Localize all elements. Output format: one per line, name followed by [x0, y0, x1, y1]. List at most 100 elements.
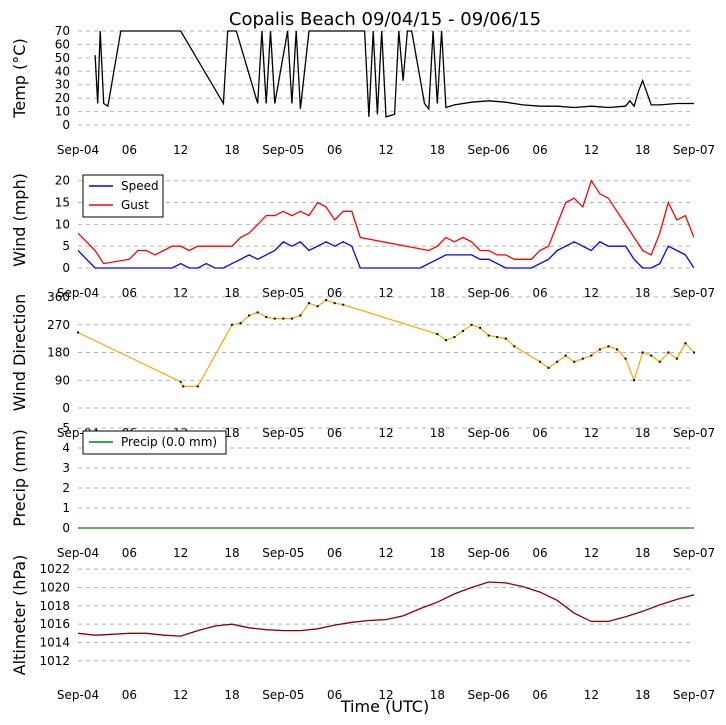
x-tick-label: 18 — [224, 426, 239, 440]
data-point — [641, 351, 644, 354]
y-tick-label: 0 — [62, 401, 70, 415]
x-tick-label: 18 — [224, 546, 239, 560]
y-tick-label: 1 — [62, 501, 70, 515]
data-point — [658, 360, 661, 363]
x-tick-label: 18 — [430, 546, 445, 560]
x-tick-label: 06 — [532, 143, 547, 157]
data-point — [547, 366, 550, 369]
x-tick-label: 12 — [173, 688, 188, 702]
y-tick-label: 30 — [55, 78, 70, 92]
data-point — [316, 305, 319, 308]
x-tick-label: 12 — [584, 426, 599, 440]
legend-label: Precip (0.0 mm) — [121, 435, 217, 449]
panel-3: 090180270360Sep-04061218Sep-05061218Sep-… — [10, 290, 715, 440]
x-tick-label: 06 — [122, 286, 137, 300]
series-line-speed — [78, 241, 694, 269]
y-axis-label: Wind Direction — [10, 294, 29, 412]
x-tick-label: 06 — [532, 286, 547, 300]
data-point — [479, 326, 482, 329]
x-tick-label: Sep-07 — [673, 546, 715, 560]
x-tick-label: 12 — [378, 286, 393, 300]
data-point — [182, 385, 185, 388]
x-tick-label: 06 — [122, 546, 137, 560]
x-tick-label: 18 — [224, 688, 239, 702]
y-tick-label: 1012 — [39, 654, 70, 668]
data-point — [248, 314, 251, 317]
x-tick-label: Sep-05 — [262, 546, 304, 560]
data-point — [693, 351, 695, 354]
y-tick-label: 15 — [55, 196, 70, 210]
data-point — [444, 339, 447, 342]
x-tick-label: Sep-05 — [262, 688, 304, 702]
data-point — [453, 336, 456, 339]
data-point — [282, 317, 285, 320]
y-tick-label: 5 — [62, 239, 70, 253]
x-tick-label: Sep-05 — [262, 286, 304, 300]
series-line-direction — [78, 299, 694, 387]
y-tick-label: 1014 — [39, 636, 70, 650]
data-point — [273, 317, 276, 320]
x-tick-label: Sep-07 — [673, 688, 715, 702]
series-line-altimeter — [78, 581, 694, 637]
y-axis-label: Wind (mph) — [10, 173, 29, 267]
legend-box — [82, 430, 227, 455]
data-point — [675, 357, 678, 360]
series-line-gust — [78, 179, 694, 265]
y-tick-label: 1020 — [39, 581, 70, 595]
legend: Speed Gust — [82, 174, 164, 218]
x-tick-label: Sep-06 — [468, 143, 510, 157]
y-tick-label: 0 — [62, 521, 70, 535]
y-tick-label: 90 — [55, 373, 70, 387]
data-point — [624, 357, 627, 360]
x-tick-label: 12 — [584, 143, 599, 157]
data-point — [487, 334, 490, 337]
x-tick-label: 12 — [173, 286, 188, 300]
x-tick-label: 06 — [327, 546, 342, 560]
y-tick-label: 40 — [55, 64, 70, 78]
panel-5: 1012 1014 1016 1018 1020 1022 Sep-04 06 12 18 Sep-… — [10, 555, 715, 702]
x-tick-label: 06 — [532, 688, 547, 702]
y-axis-label: Temp (°C) — [10, 38, 29, 118]
x-tick-label: 06 — [532, 426, 547, 440]
x-tick-label: Sep-05 — [262, 426, 304, 440]
y-tick-label: 0 — [62, 118, 70, 132]
data-point — [650, 354, 653, 357]
y-tick-label: 50 — [55, 51, 70, 65]
x-tick-label: 18 — [635, 688, 650, 702]
legend: Precip (0.0 mm) — [82, 430, 227, 455]
x-tick-label: 12 — [378, 546, 393, 560]
data-point — [265, 316, 268, 319]
x-tick-label: Sep-07 — [673, 286, 715, 300]
y-tick-label: 10 — [55, 105, 70, 119]
data-point — [496, 336, 499, 339]
y-tick-label: 270 — [47, 318, 70, 332]
y-tick-label: 3 — [62, 461, 70, 475]
data-point — [196, 385, 199, 388]
x-tick-label: Sep-04 — [57, 688, 99, 702]
series-line-temp — [94, 30, 694, 118]
data-point — [633, 379, 636, 382]
x-tick-label: 18 — [635, 143, 650, 157]
data-point — [342, 303, 345, 306]
x-tick-label: 06 — [327, 143, 342, 157]
legend-box — [82, 174, 164, 218]
data-point — [179, 380, 182, 383]
x-tick-label: Sep-04 — [57, 143, 99, 157]
y-tick-label: 1022 — [39, 562, 70, 576]
x-axis-label: Time (UTC) — [340, 697, 429, 716]
x-tick-label: 06 — [327, 286, 342, 300]
data-point — [616, 348, 618, 351]
data-point — [504, 337, 507, 340]
x-tick-label: 18 — [635, 426, 650, 440]
x-tick-label: 12 — [378, 688, 393, 702]
chart-title: Copalis Beach 09/04/15 - 09/06/15 — [229, 9, 541, 30]
x-tick-label: 18 — [635, 286, 650, 300]
legend-label: Speed — [121, 179, 159, 193]
data-point — [333, 302, 336, 305]
y-tick-label: 1016 — [39, 617, 70, 631]
x-tick-label: 12 — [584, 546, 599, 560]
data-point — [325, 299, 328, 302]
